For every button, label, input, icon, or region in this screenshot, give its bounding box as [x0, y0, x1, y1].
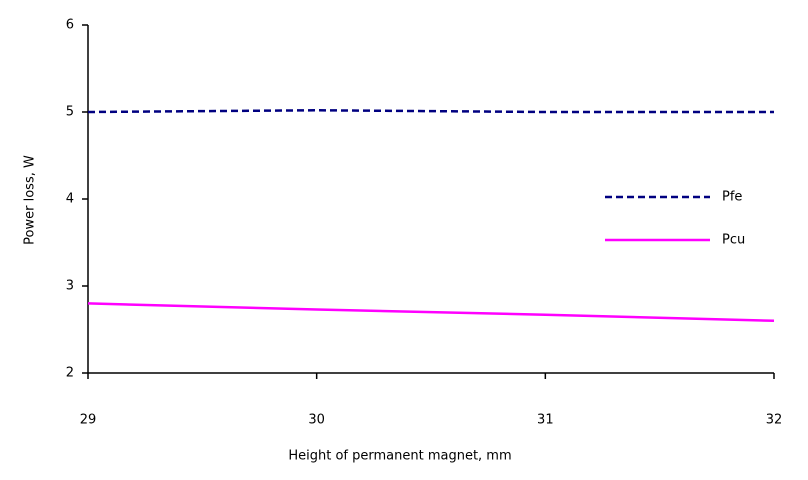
legend-label: Pfe	[722, 190, 742, 205]
y-tick-label: 6	[66, 18, 74, 33]
x-tick-label: 29	[80, 413, 97, 428]
y-tick-label: 4	[66, 192, 74, 207]
y-tick-label: 5	[66, 105, 74, 120]
x-tick-label: 32	[766, 413, 783, 428]
x-tick-label: 31	[537, 413, 554, 428]
x-tick-label: 30	[308, 413, 325, 428]
x-axis-title: Height of permanent magnet, mm	[288, 449, 511, 464]
series-line	[87, 302, 775, 323]
legend-label: Pcu	[722, 233, 745, 248]
series-line	[87, 109, 774, 114]
y-axis-title: Power loss, W	[23, 155, 38, 245]
y-tick-label: 3	[66, 279, 74, 294]
y-tick-label: 2	[66, 366, 74, 381]
